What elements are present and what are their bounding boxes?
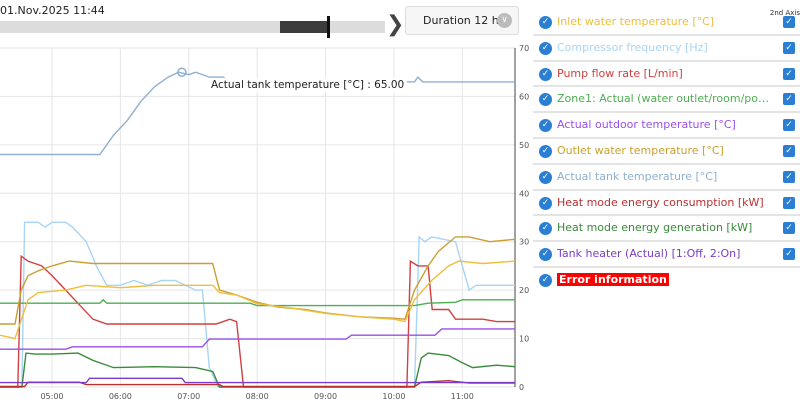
legend-label: Compressor frequency [Hz] xyxy=(557,40,708,54)
check-circle-icon[interactable]: ✓ xyxy=(539,222,552,236)
y-tick-label: 40 xyxy=(519,189,529,198)
time-slider-range[interactable] xyxy=(280,21,327,33)
second-axis-header: 2nd Axis xyxy=(769,9,800,17)
legend-label: Tank heater (Actual) [1:Off, 2:On] xyxy=(557,247,741,261)
legend-label: Pump flow rate [L/min] xyxy=(557,66,683,80)
second-axis-checkbox[interactable]: ✓ xyxy=(783,93,795,106)
legend-item[interactable]: ✓ Pump flow rate [L/min] ✓ xyxy=(533,62,800,88)
second-axis-checkbox[interactable]: ✓ xyxy=(783,67,795,80)
series-line xyxy=(0,254,515,388)
second-axis-checkbox[interactable]: ✓ xyxy=(783,41,795,54)
second-axis-checkbox[interactable]: ✓ xyxy=(783,170,795,183)
second-axis-checkbox[interactable]: ✓ xyxy=(783,196,795,209)
legend-label: Zone1: Actual (water outlet/room/pool) t… xyxy=(557,92,775,106)
legend-label: Inlet water temperature [°C] xyxy=(557,15,715,28)
x-tick-label: 06:00 xyxy=(109,392,132,401)
series-line xyxy=(0,71,515,156)
second-axis-checkbox[interactable]: ✓ xyxy=(783,222,795,235)
check-circle-icon[interactable]: ✓ xyxy=(539,93,552,107)
check-circle-icon[interactable]: ✓ xyxy=(539,67,552,81)
y-tick-label: 30 xyxy=(519,238,529,247)
line-chart: 0 10 20 30 40 50 60 70 05:00 06:00 07:00 08:00 09:00… xyxy=(0,44,529,401)
series-line xyxy=(0,221,515,388)
x-tick-label: 11:00 xyxy=(451,392,474,401)
legend-item[interactable]: ✓ Actual outdoor temperature [°C] ✓ xyxy=(533,113,800,139)
chart-tooltip: Actual tank temperature [°C] : 65.00 xyxy=(208,78,408,92)
legend-label: Error information xyxy=(557,272,669,286)
legend-item[interactable]: ✓ Zone1: Actual (water outlet/room/pool) … xyxy=(533,87,800,114)
legend-label: Heat mode energy consumption [kW] xyxy=(557,195,764,209)
duration-label: Duration 12 h xyxy=(423,14,499,27)
series-line xyxy=(0,328,515,350)
y-tick-label: 20 xyxy=(519,286,529,295)
series-legend: 2nd Axis ✓ Inlet water temperature [°C] ✓ ✓… xyxy=(533,9,800,293)
legend-item[interactable]: ✓ Error information xyxy=(533,268,800,294)
hover-point-marker xyxy=(177,67,187,77)
series-line xyxy=(0,298,515,307)
series-line xyxy=(0,377,515,384)
check-circle-icon[interactable]: ✓ xyxy=(539,248,552,262)
legend-item[interactable]: ✓ Heat mode energy generation [kW] ✓ xyxy=(533,216,800,243)
second-axis-checkbox[interactable]: ✓ xyxy=(783,144,795,157)
check-circle-icon[interactable]: ✓ xyxy=(539,41,552,55)
check-circle-icon[interactable]: ✓ xyxy=(539,170,552,184)
legend-label: Actual outdoor temperature [°C] xyxy=(557,118,736,132)
legend-label: Actual tank temperature [°C] xyxy=(557,169,718,183)
x-tick-label: 05:00 xyxy=(40,392,63,401)
legend-item[interactable]: ✓ Heat mode energy consumption [kW] ✓ xyxy=(533,191,800,217)
current-datetime: 01.Nov.2025 11:44 xyxy=(0,4,105,17)
y-tick-label: 70 xyxy=(519,44,529,53)
x-tick-label: 09:00 xyxy=(314,392,337,401)
second-axis-checkbox[interactable]: ✓ xyxy=(783,119,795,132)
legend-item[interactable]: ✓ Actual tank temperature [°C] ✓ xyxy=(533,165,800,191)
y-tick-label: 10 xyxy=(519,335,529,344)
legend-item[interactable]: ✓ Tank heater (Actual) [1:Off, 2:On] ✓ xyxy=(533,242,800,268)
series-line xyxy=(0,352,516,388)
x-tick-label: 08:00 xyxy=(246,392,269,401)
legend-label: Outlet water temperature [°C] xyxy=(557,143,724,157)
legend-label: Heat mode energy generation [kW] xyxy=(557,221,753,235)
series-line xyxy=(0,260,516,340)
time-slider-handle[interactable] xyxy=(327,16,330,38)
y-tick-label: 0 xyxy=(519,383,524,392)
x-tick-label: 10:00 xyxy=(382,392,405,401)
check-circle-icon[interactable]: ✓ xyxy=(539,273,552,287)
duration-dropdown[interactable]: Duration 12 h ∨ xyxy=(405,6,519,35)
check-circle-icon[interactable]: ✓ xyxy=(539,119,552,133)
second-axis-checkbox[interactable]: ✓ xyxy=(783,248,795,261)
legend-item[interactable]: ✓ Compressor frequency [Hz] ✓ xyxy=(533,36,800,62)
y-tick-label: 50 xyxy=(519,141,529,150)
legend-item[interactable]: ✓ Inlet water temperature [°C] ✓ xyxy=(533,10,800,36)
check-circle-icon[interactable]: ✓ xyxy=(539,144,552,158)
chevron-right-icon[interactable]: ❯ xyxy=(386,12,405,37)
legend-item[interactable]: ✓ Outlet water temperature [°C] ✓ xyxy=(533,139,800,165)
x-tick-label: 07:00 xyxy=(177,392,200,401)
check-circle-icon[interactable]: ✓ xyxy=(539,196,552,210)
chevron-down-icon: ∨ xyxy=(497,13,512,28)
y-tick-label: 60 xyxy=(519,92,529,101)
second-axis-checkbox[interactable]: ✓ xyxy=(783,16,795,28)
check-circle-icon[interactable]: ✓ xyxy=(539,16,552,29)
